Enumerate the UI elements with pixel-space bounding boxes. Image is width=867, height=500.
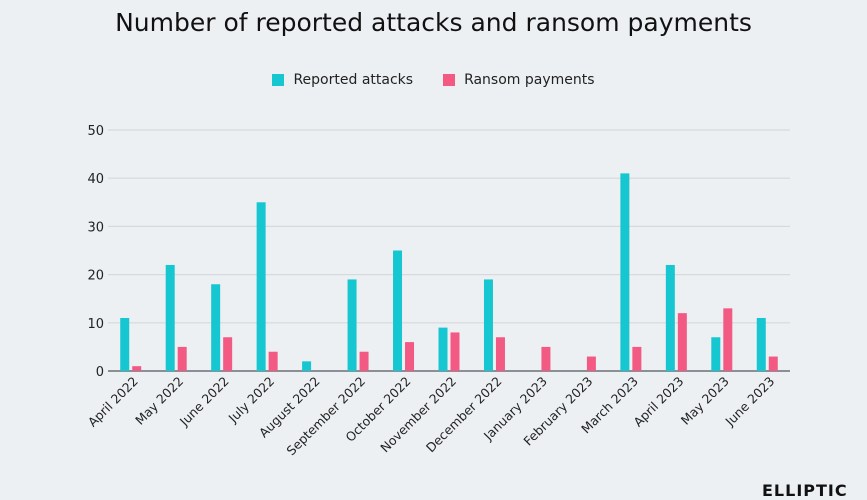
y-tick-label: 0 [96, 365, 104, 380]
bar-attacks [347, 279, 357, 371]
bar-ransom [268, 351, 278, 371]
bar-ransom [132, 366, 142, 371]
legend-swatch-attacks [272, 74, 285, 86]
bar-attacks [620, 173, 630, 371]
bar-attacks [438, 327, 448, 371]
legend-item-attacks: Reported attacks [272, 72, 413, 88]
bar-ransom [541, 346, 551, 371]
bar-attacks [302, 361, 312, 371]
bar-ransom [677, 313, 687, 371]
bar-attacks [211, 284, 221, 371]
bar-ransom [359, 351, 369, 371]
x-tick-label: September 2022 [283, 374, 368, 459]
x-tick-label: June 2023 [722, 374, 778, 430]
bar-attacks [483, 279, 493, 371]
legend-label-attacks: Reported attacks [293, 72, 414, 88]
x-tick-label: April 2022 [85, 374, 141, 430]
bar-attacks [665, 264, 675, 371]
bar-ransom [405, 342, 415, 371]
bar-attacks [256, 202, 266, 371]
bar-ransom [723, 308, 733, 371]
legend: Reported attacks Ransom payments [0, 72, 867, 88]
y-tick-label: 40 [87, 172, 104, 187]
legend-swatch-ransom [443, 74, 456, 86]
bar-ransom [223, 337, 233, 371]
bar-ransom [495, 337, 505, 371]
y-tick-label: 20 [87, 269, 104, 284]
bar-attacks [711, 337, 721, 371]
bar-ransom [450, 332, 460, 371]
y-tick-label: 50 [87, 124, 104, 139]
x-tick-label: June 2022 [176, 374, 232, 430]
chart-title: Number of reported attacks and ransom pa… [115, 8, 752, 37]
bar-attacks [393, 250, 403, 371]
bar-ransom [586, 356, 596, 371]
bar-ransom [632, 346, 642, 371]
legend-item-ransom: Ransom payments [443, 72, 595, 88]
elliptic-logo: ELLIPTIC [762, 481, 848, 500]
bar-attacks [120, 317, 130, 371]
bar-ransom [177, 346, 187, 371]
bar-ransom [768, 356, 778, 371]
y-tick-label: 30 [87, 220, 104, 235]
bar-attacks [165, 264, 175, 371]
bar-attacks [756, 317, 766, 371]
legend-label-ransom: Ransom payments [464, 72, 595, 88]
y-tick-label: 10 [87, 317, 104, 332]
